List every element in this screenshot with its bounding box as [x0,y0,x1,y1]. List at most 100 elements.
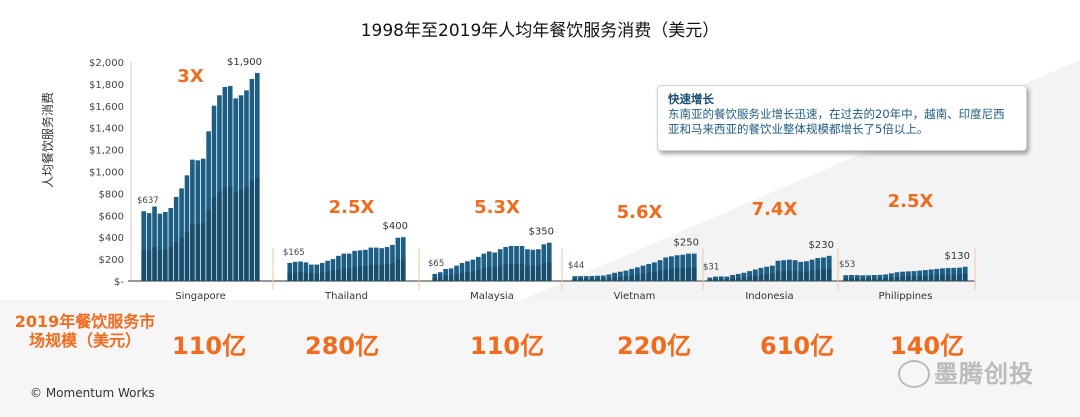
bar-lower-thailand [330,270,336,281]
bar-singapore [233,98,238,281]
bar-malaysia [541,244,547,281]
bar-lower-singapore [163,249,168,281]
bar-thailand [330,259,336,281]
bar-lower-singapore [217,191,222,281]
bar-lower-philippines [951,274,957,281]
bar-lower-vietnam [595,278,601,281]
bar-lower-vietnam [680,268,686,281]
bar-indonesia [826,255,832,281]
bar-lower-singapore [249,180,255,281]
bar-lower-vietnam [634,274,640,281]
bar-malaysia [437,272,443,281]
bar-lower-vietnam [640,273,646,281]
bar-lower-indonesia [815,269,821,281]
bar-thailand [368,247,374,281]
bar-vietnam [623,270,629,281]
y-tick-label: $1,000 [89,168,124,179]
bar-indonesia [741,272,747,281]
bar-malaysia [530,249,536,281]
bar-lower-philippines [871,278,877,281]
bar-vietnam [589,275,595,281]
bar-vietnam [606,274,612,281]
bar-indonesia [821,257,826,281]
bar-lower-thailand [390,263,395,281]
x-label-indonesia: Indonesia [745,291,793,302]
bar-vietnam [600,275,606,281]
bar-singapore [157,213,163,281]
bar-lower-philippines [962,273,968,281]
bar-lower-singapore [141,249,147,281]
bar-lower-singapore [244,186,249,281]
bar-lower-philippines [888,277,894,281]
bar-lower-singapore [206,209,211,281]
bar-indonesia [758,267,764,281]
bar-singapore [227,85,233,281]
bar-lower-malaysia [459,272,465,281]
bar-lower-singapore [173,242,179,281]
bar-thailand [287,262,293,281]
y-tick-label: $1,200 [89,146,124,157]
bar-lower-thailand [314,273,320,281]
bar-lower-thailand [357,266,363,281]
bar-philippines [905,271,911,281]
bar-vietnam [691,253,697,281]
bar-lower-malaysia [432,277,438,281]
bar-thailand [336,255,341,281]
bar-lower-thailand [379,264,384,281]
bar-lower-indonesia [724,278,730,281]
callout-heading: 快速增长 [668,92,714,106]
start-label: $44 [568,261,584,271]
bar-lower-malaysia [481,268,487,281]
y-tick-label: $2,000 [89,58,124,69]
start-label: $31 [703,263,719,273]
bar-malaysia [448,268,454,281]
y-tick-label: $800 [99,189,124,200]
bar-singapore [179,188,184,281]
bar-vietnam [578,276,583,281]
bar-philippines [877,274,883,281]
bar-vietnam [663,257,669,281]
bar-lower-vietnam [572,278,578,281]
bar-lower-philippines [843,278,849,281]
bar-singapore [195,160,201,281]
market-size-vietnam: 220亿 [617,332,692,360]
bar-indonesia [724,276,730,281]
bar-lower-indonesia [752,275,758,281]
watermark: 墨腾创投 [934,360,1034,388]
y-tick-label: $200 [99,255,124,266]
bar-lower-singapore [211,196,217,281]
bar-lower-singapore [238,189,244,281]
bar-lower-singapore [168,247,174,281]
bar-lower-philippines [917,276,923,281]
bar-thailand [346,253,352,281]
bar-lower-vietnam [686,267,691,281]
bar-lower-malaysia [541,262,547,281]
bar-lower-singapore [152,247,157,281]
bar-thailand [357,250,363,281]
bar-thailand [314,264,320,281]
bar-vietnam [686,253,691,281]
bar-lower-malaysia [465,271,470,281]
bar-lower-philippines [905,276,911,281]
bar-lower-malaysia [454,273,459,281]
bar-lower-malaysia [448,275,454,281]
bar-philippines [843,275,849,281]
bar-lower-singapore [157,250,163,281]
bar-lower-indonesia [758,274,764,281]
bar-malaysia [432,273,438,281]
start-label: $165 [283,248,305,258]
bar-lower-malaysia [497,265,503,281]
bar-philippines [871,274,877,281]
bar-vietnam [595,275,601,281]
bar-lower-malaysia [530,265,536,281]
x-label-vietnam: Vietnam [614,291,656,302]
end-label: $350 [529,227,554,238]
multiplier-label: 2.5X [329,197,375,218]
bar-lower-vietnam [674,268,680,281]
bar-lower-indonesia [741,277,747,281]
copyright: © Momentum Works [30,386,155,400]
bar-lower-singapore [227,186,233,281]
bar-singapore [249,78,255,281]
bar-lower-philippines [945,274,951,281]
